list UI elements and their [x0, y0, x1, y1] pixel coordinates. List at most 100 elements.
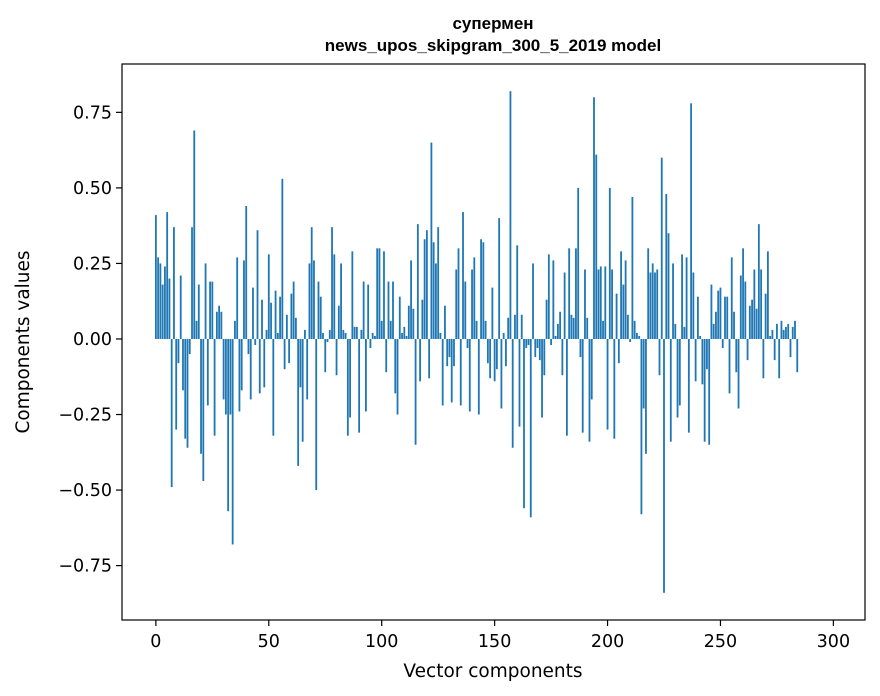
bar-50	[267, 254, 270, 339]
bar-134	[457, 248, 460, 339]
bar-229	[672, 263, 674, 339]
bar-49	[265, 329, 268, 339]
bar-225	[663, 338, 665, 593]
bar-246	[710, 284, 713, 339]
bar-18	[195, 320, 198, 339]
bar-209	[626, 314, 629, 339]
bar-96	[371, 332, 374, 339]
bar-116	[416, 224, 419, 339]
bar-130	[448, 338, 451, 358]
bar-76	[326, 338, 329, 342]
bar-162	[520, 314, 523, 339]
bar-104	[389, 320, 392, 339]
bar-117	[419, 338, 422, 382]
bar-7	[170, 338, 173, 488]
bar-257	[735, 338, 738, 373]
bar-60	[290, 293, 293, 339]
bar-103	[387, 281, 390, 339]
bar-113	[410, 260, 412, 339]
bar-33	[229, 338, 232, 415]
bar-268	[760, 269, 763, 339]
bar-258	[737, 338, 740, 409]
bar-172	[543, 338, 546, 376]
bar-241	[699, 335, 702, 339]
bar-214	[638, 335, 641, 339]
bar-29	[220, 311, 223, 339]
bar-181	[563, 272, 566, 339]
bar-187	[577, 187, 580, 339]
bar-94	[367, 284, 370, 339]
bar-195	[595, 154, 598, 339]
bar-127	[441, 338, 444, 406]
bar-179	[559, 311, 562, 339]
bar-174	[547, 254, 550, 339]
bar-228	[669, 338, 672, 442]
bar-62	[294, 317, 297, 339]
y-axis-ticks: −0.75 −0.50 −0.25 0.00 0.25 0.50 0.75	[58, 103, 122, 577]
bar-284	[796, 338, 799, 373]
bar-194	[593, 97, 595, 339]
bar-220	[651, 263, 654, 339]
bar-157	[509, 91, 512, 339]
bar-273	[771, 329, 774, 339]
x-tick-label: 150	[478, 632, 511, 652]
bar-9	[175, 338, 178, 430]
y-tick-label: 0.00	[73, 330, 112, 350]
bar-37	[238, 338, 241, 412]
bar-264	[751, 299, 753, 339]
bar-27	[215, 311, 218, 339]
bar-123	[432, 242, 435, 339]
bar-270	[764, 293, 767, 339]
bar-200	[606, 338, 609, 430]
bar-242	[701, 338, 704, 385]
bar-46	[258, 338, 261, 394]
bar-175	[550, 338, 552, 346]
bar-61	[292, 281, 295, 339]
bar-140	[471, 269, 473, 339]
bar-67	[306, 338, 309, 400]
bar-253	[726, 296, 729, 339]
bar-197	[599, 266, 602, 339]
bar-254	[728, 338, 731, 394]
bar-137	[464, 281, 467, 339]
bar-211	[631, 196, 634, 339]
bar-142	[475, 320, 478, 339]
bars-group	[154, 91, 799, 593]
bar-151	[495, 338, 498, 370]
bar-36	[236, 257, 239, 339]
bar-126	[439, 332, 442, 339]
bar-217	[645, 338, 647, 454]
bar-221	[654, 272, 656, 339]
bar-165	[527, 338, 530, 346]
bar-89	[355, 326, 358, 339]
bar-131	[450, 338, 453, 403]
bar-98	[376, 248, 379, 339]
bar-236	[687, 338, 690, 433]
bar-182	[565, 338, 568, 436]
bar-52	[272, 338, 275, 436]
y-tick-label: −0.50	[58, 481, 112, 501]
bar-196	[597, 269, 600, 339]
bar-124	[435, 263, 437, 339]
bar-149	[491, 287, 494, 339]
bar-75	[324, 338, 327, 373]
bar-177	[554, 335, 557, 339]
bar-233	[681, 254, 683, 339]
bar-184	[570, 314, 573, 339]
bar-66	[304, 329, 306, 339]
bar-99	[378, 248, 381, 339]
bar-186	[575, 248, 577, 339]
bar-12	[182, 338, 184, 391]
bar-163	[523, 338, 525, 509]
bar-275	[776, 323, 778, 339]
bar-243	[703, 338, 706, 442]
bar-51	[270, 302, 272, 339]
bar-210	[629, 338, 632, 342]
bar-121	[428, 338, 431, 379]
bar-215	[640, 338, 643, 515]
bar-105	[392, 281, 394, 339]
bar-11	[179, 275, 182, 339]
bar-86	[349, 338, 351, 418]
bar-219	[649, 272, 652, 339]
bar-14	[186, 338, 189, 448]
